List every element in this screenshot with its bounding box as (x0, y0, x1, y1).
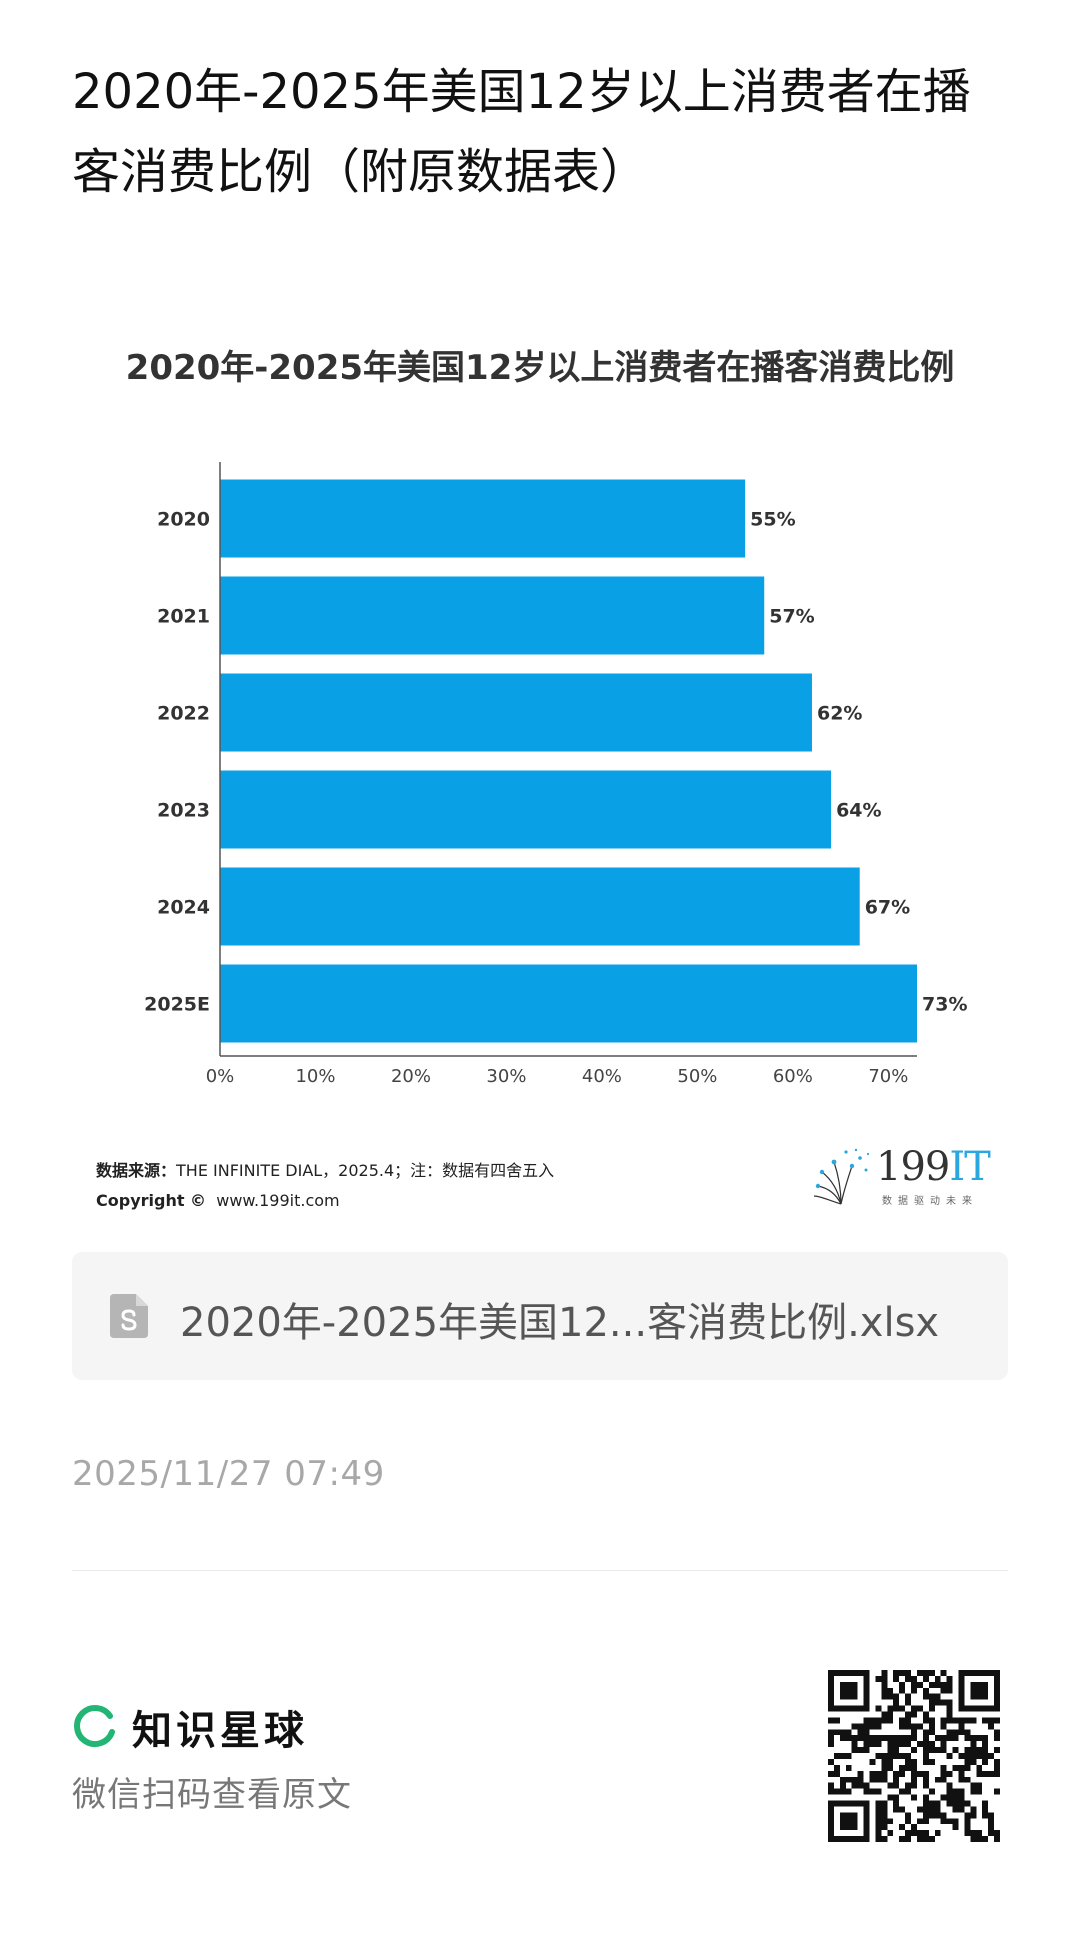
bar-2024 (220, 867, 860, 946)
bar-2022 (220, 673, 812, 752)
app-name: 知识星球 (132, 1708, 308, 1754)
qr-code[interactable] (828, 1670, 1000, 1842)
brand-name: 199IT (876, 1144, 991, 1190)
x-tick-label: 10% (295, 1066, 335, 1087)
value-label-2021: 57% (769, 606, 814, 628)
value-label-2023: 64% (836, 800, 881, 822)
value-label-2024: 67% (865, 897, 910, 919)
copyright-text: www.199it.com (216, 1191, 340, 1210)
planet-ring-icon (74, 1705, 115, 1747)
chart-title: 2020年-2025年美国12岁以上消费者在播客消费比例 (125, 348, 955, 388)
x-tick-label: 60% (773, 1066, 813, 1087)
bar-2023 (220, 770, 832, 849)
bar-2020 (220, 479, 746, 558)
post-timestamp: 2025/11/27 07:49 (72, 1454, 385, 1494)
brand-logo: 199IT 数据驱动未来 (808, 1142, 998, 1212)
value-label-2020: 55% (750, 509, 795, 531)
dandelion-icon (813, 1148, 870, 1205)
source-text: THE INFINITE DIAL，2025.4；注：数据有四舍五入 (176, 1161, 555, 1180)
attachment-file-name: 2020年-2025年美国12...客消费比例.xlsx (180, 1300, 940, 1346)
brand-tagline: 数据驱动未来 (882, 1196, 978, 1207)
x-tick-label: 70% (868, 1066, 908, 1087)
bar-2021 (220, 576, 765, 655)
category-label-2022: 2022 (157, 703, 210, 725)
value-label-2022: 62% (817, 703, 862, 725)
bar-chart: 2020 55% 2021 57% 2022 62% 2023 64% 2024 67% 2025E… (144, 462, 967, 1087)
category-label-2023: 2023 (157, 800, 210, 822)
divider (72, 1570, 1008, 1571)
x-tick-label: 20% (391, 1066, 431, 1087)
source-label: 数据来源： (96, 1161, 177, 1180)
x-tick-label: 0% (206, 1066, 235, 1087)
copyright-label: Copyright © (96, 1191, 207, 1210)
x-tick-label: 30% (486, 1066, 526, 1087)
chart-footnote: 数据来源：THE INFINITE DIAL，2025.4；注：数据有四舍五入 … (96, 1156, 554, 1216)
post-title: 2020年-2025年美国12岁以上消费者在播客消费比例（附原数据表） (72, 64, 971, 200)
value-label-2025E: 73% (922, 994, 967, 1016)
scan-hint: 微信扫码查看原文 (72, 1775, 352, 1815)
spreadsheet-file-icon (110, 1294, 148, 1338)
category-label-2021: 2021 (157, 606, 210, 628)
attachment-card[interactable]: 2020年-2025年美国12...客消费比例.xlsx (72, 1252, 1008, 1380)
category-label-2020: 2020 (157, 509, 210, 531)
source-line: 数据来源：THE INFINITE DIAL，2025.4；注：数据有四舍五入 (96, 1156, 554, 1186)
chart-image: 2020 55% 2021 57% 2022 62% 2023 64% 2024 67% 2025E… (72, 320, 1008, 1230)
category-label-2025E: 2025E (144, 994, 210, 1016)
copyright-line: Copyright © www.199it.com (96, 1186, 554, 1216)
bar-2025E (220, 964, 917, 1043)
category-label-2024: 2024 (157, 897, 210, 919)
x-tick-label: 40% (582, 1066, 622, 1087)
x-tick-label: 50% (677, 1066, 717, 1087)
